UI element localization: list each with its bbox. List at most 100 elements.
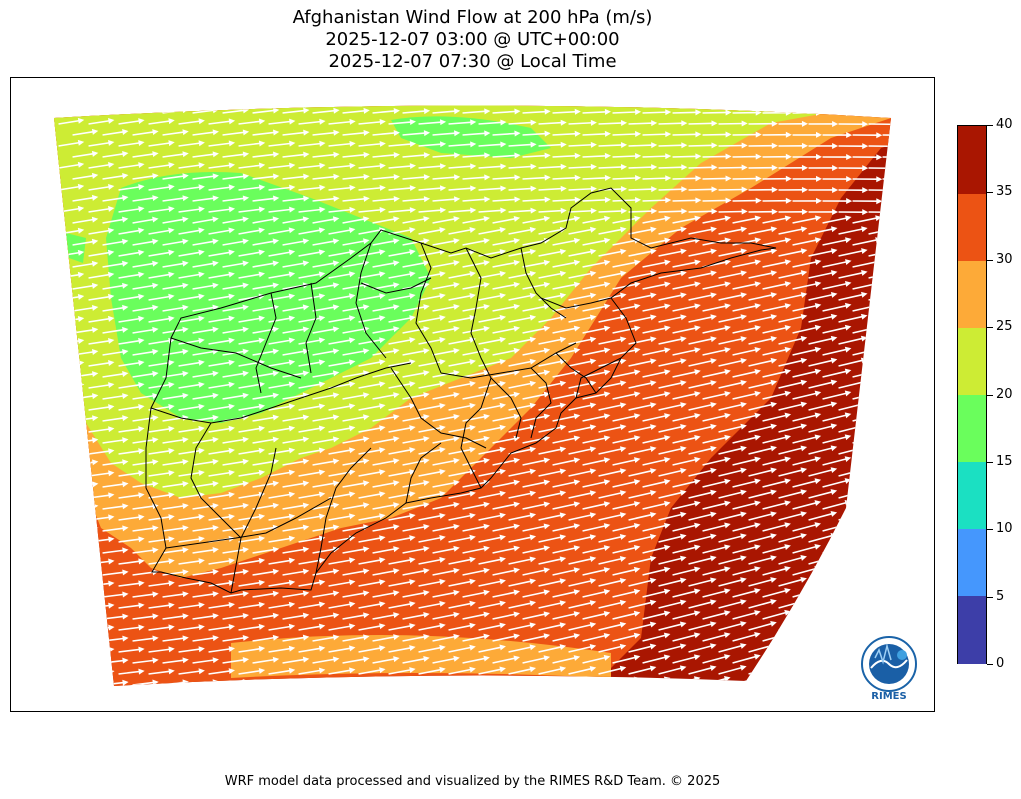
wind-vector-head [212, 414, 219, 421]
wind-vector-head [680, 314, 687, 321]
wind-vector-head [784, 412, 792, 419]
wind-vector-head [921, 532, 928, 538]
wind-vector [508, 448, 533, 455]
wind-vector [762, 655, 788, 664]
wind-vector-head [272, 195, 280, 202]
wind-vector-head [272, 634, 280, 641]
wind-vector-head [228, 668, 235, 675]
wind-vector [418, 558, 442, 565]
wind-vector [568, 294, 593, 301]
wind-vector-head [921, 423, 928, 429]
wind-vector-head [152, 591, 159, 598]
wind-vector-head [152, 392, 159, 399]
wind-vector-head [543, 215, 551, 222]
wind-vector [808, 665, 834, 675]
wind-vector-head [860, 467, 868, 473]
wind-vector-head [423, 633, 430, 640]
wind-vector-head [589, 380, 597, 387]
wind-vector [718, 644, 744, 653]
wind-vector [642, 305, 667, 312]
wind-vector-head [198, 646, 205, 653]
wind-vector [208, 427, 232, 433]
wind-vector [778, 315, 804, 323]
wind-vector-head [844, 631, 851, 638]
wind-vector-head [740, 621, 747, 627]
wind-vector [208, 164, 232, 169]
wind-vector-head [620, 185, 628, 192]
wind-vector [702, 326, 728, 334]
wind-vector [718, 403, 744, 411]
wind-vector-head [423, 370, 430, 376]
wind-vector [162, 306, 185, 312]
wind-vector [298, 537, 322, 543]
wind-vector-head [212, 635, 219, 642]
wind-vector [162, 593, 185, 598]
wind-vector [658, 316, 684, 323]
wind-vector [778, 556, 804, 565]
wind-vector-head [892, 121, 898, 127]
wind-vector [508, 382, 533, 389]
wind-vector-head [122, 679, 129, 686]
wind-vector [208, 383, 232, 389]
wind-vector [58, 119, 81, 125]
wind-vector-head [710, 402, 717, 408]
wind-vector-head [152, 437, 159, 444]
wind-vector [718, 425, 744, 433]
wind-vector [282, 240, 306, 246]
provincial-boundary-11 [440, 342, 577, 379]
wind-vector [118, 207, 141, 213]
wind-vector-head [650, 468, 657, 474]
wind-vector [192, 284, 216, 290]
wind-vector [72, 174, 95, 180]
wind-vector [418, 602, 442, 609]
wind-vector-head [393, 238, 400, 245]
wind-vector-head [633, 610, 641, 617]
wind-vector-head [168, 359, 175, 366]
wind-vector-head [830, 423, 838, 430]
wind-vector [508, 187, 533, 191]
wind-vector-head [664, 478, 671, 485]
wind-vector-head [348, 403, 356, 410]
wind-vector-head [574, 174, 581, 181]
wind-vector-head [529, 600, 537, 607]
wind-vector-head [138, 359, 145, 366]
wind-vector-head [603, 610, 611, 617]
wind-vector [178, 670, 202, 675]
wind-vector [418, 514, 442, 521]
wind-vector-head [363, 107, 370, 114]
wind-vector-head [694, 303, 701, 310]
wind-vector [222, 570, 246, 576]
wind-vector [192, 659, 216, 664]
wind-vector [462, 679, 487, 686]
wind-vector-head [784, 434, 792, 441]
wind-vector-head [182, 414, 189, 421]
wind-vector [658, 188, 684, 191]
wind-vector-head [288, 249, 296, 256]
wind-vector [642, 261, 667, 268]
wind-vector [312, 570, 336, 576]
wind-vector [808, 293, 834, 301]
wind-vector [328, 603, 352, 609]
wind-vector [312, 240, 336, 246]
wind-vector [342, 416, 366, 422]
wind-vector [222, 394, 246, 400]
wind-vector [88, 317, 111, 323]
wind-vector-head [620, 119, 628, 126]
wind-vector-head [649, 490, 657, 496]
wind-vector [762, 239, 788, 246]
wind-vector-head [892, 209, 898, 215]
wind-vector-head [529, 314, 537, 321]
wind-vector [478, 165, 503, 169]
wind-vector-head [423, 174, 431, 181]
wind-vector-head [874, 521, 882, 528]
wind-vector [222, 218, 246, 224]
wind-vector-head [348, 579, 356, 586]
wind-vector-head [560, 185, 567, 192]
wind-vector-head [78, 580, 85, 587]
wind-vector-head [681, 186, 688, 193]
title-line-3: 2025-12-07 07:30 @ Local Time [328, 51, 617, 72]
wind-vector-head [77, 271, 85, 278]
wind-vector-head [784, 390, 792, 397]
wind-vector [702, 348, 728, 356]
wind-vector [432, 283, 457, 290]
